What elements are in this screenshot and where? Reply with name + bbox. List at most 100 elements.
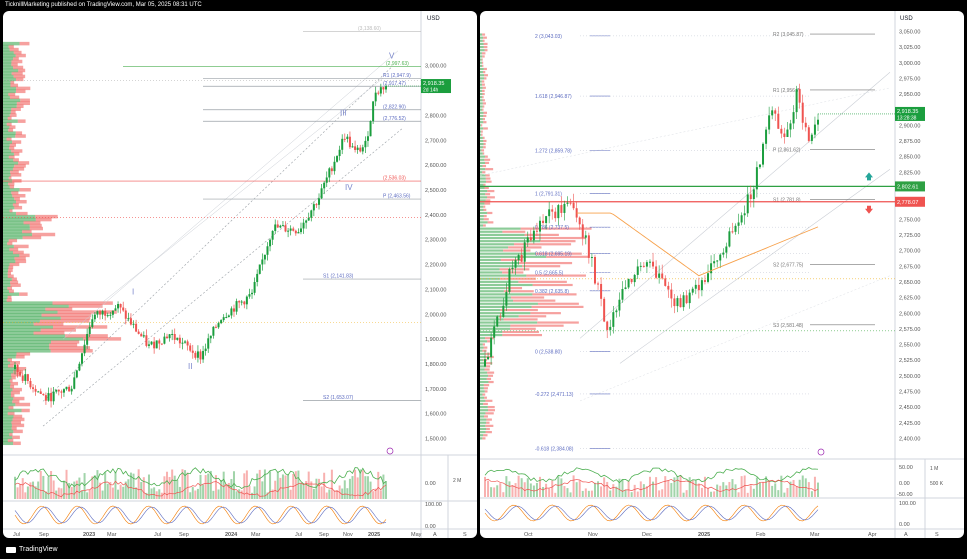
volume-bar: [685, 490, 688, 497]
x-tick-label: Nov: [588, 532, 598, 538]
y-tick-label: 2,400.00: [899, 436, 920, 442]
weekly-chart-panel[interactable]: USD3,000.002,900.002,800.002,700.002,600…: [3, 11, 477, 538]
volume-profile-bar: [480, 409, 489, 412]
volume-bar: [810, 491, 813, 497]
daily-chart[interactable]: USD 3,050.00 3,025.00 3,000.00 2,975.00 2,950…: [480, 11, 964, 538]
volume-profile-bar: [480, 415, 484, 418]
candle-body: [220, 320, 223, 324]
stoch-k-line: [484, 504, 819, 522]
candle-body: [364, 140, 367, 148]
volume-profile-bar: [480, 39, 483, 42]
volume-bar: [746, 492, 749, 497]
volume-bar: [62, 480, 65, 499]
volume-profile-bar: [482, 99, 485, 102]
volume-profile-bar: [510, 324, 564, 327]
volume-profile-bar: [16, 352, 31, 356]
volume-profile-bar: [14, 164, 26, 168]
volume-bar: [609, 490, 612, 497]
volume-profile-bar: [3, 220, 24, 225]
volume-profile-bar: [480, 80, 482, 83]
resistance-tag: [895, 181, 925, 192]
volume-profile-bar: [10, 390, 20, 395]
volume-tick: 500 K: [930, 481, 944, 487]
volume-profile-bar: [3, 250, 13, 255]
level-label: R1 (2,947.9): [383, 73, 411, 79]
volume-bar: [238, 489, 241, 499]
daily-chart-panel[interactable]: USD 3,050.00 3,025.00 3,000.00 2,975.00 2,950…: [480, 11, 964, 538]
volume-profile-bar: [11, 277, 17, 281]
volume-profile-bar: [480, 114, 484, 118]
volume-bar: [336, 490, 339, 499]
volume-profile-bar: [3, 259, 16, 264]
candle-body: [795, 89, 798, 113]
volume-bar: [29, 482, 32, 499]
volume-bar: [752, 488, 755, 497]
volume-bar: [289, 489, 292, 499]
volume-profile-bar: [3, 50, 14, 55]
volume-profile-bar: [3, 44, 9, 49]
volume-profile-bar: [3, 268, 9, 273]
volume-profile-bar: [484, 49, 488, 52]
volume-profile-bar: [503, 290, 534, 293]
volume-profile-bar: [3, 361, 11, 365]
y-tick-label: 2,000.00: [425, 312, 446, 318]
candle-body: [361, 147, 364, 152]
volume-bar: [34, 486, 37, 499]
volume-profile-bar: [481, 149, 485, 152]
candle-body: [777, 113, 780, 129]
volume-profile-bar: [480, 224, 484, 227]
volume-profile-bar: [509, 327, 536, 330]
volume-bar: [636, 491, 639, 497]
volume-profile-bar: [7, 116, 12, 120]
volume-bar: [560, 478, 563, 497]
volume-profile-bar: [3, 98, 21, 103]
volume-profile-bar: [483, 67, 487, 71]
volume-bar: [80, 490, 83, 499]
volume-bar: [328, 489, 331, 499]
candle-body: [279, 225, 282, 228]
volume-bar: [26, 486, 29, 499]
volume-bar: [511, 485, 514, 497]
candle-body: [688, 292, 691, 304]
volume-profile-bar: [20, 98, 30, 103]
volume-profile-bar: [484, 396, 487, 399]
volume-profile-bar: [483, 36, 487, 39]
volume-bar: [771, 485, 774, 497]
volume-bar: [377, 471, 380, 499]
dividend-marker-icon[interactable]: [817, 448, 825, 456]
volume-bar: [697, 483, 700, 497]
volume-profile-bar: [39, 319, 90, 323]
y-tick-label: 2,500.00: [425, 188, 446, 194]
candle-body: [734, 225, 737, 232]
x-tick-label: Oct: [524, 532, 533, 538]
weekly-chart[interactable]: USD3,000.002,900.002,800.002,700.002,600…: [3, 11, 477, 538]
dividend-marker-icon[interactable]: [386, 447, 394, 455]
volume-profile-bar: [51, 340, 80, 344]
volume-bar: [493, 487, 496, 497]
trend-channel-line: [579, 275, 891, 402]
stoch-d-line: [484, 505, 819, 521]
volume-bar: [505, 476, 508, 497]
candle-body: [685, 295, 688, 304]
candle-body: [529, 237, 532, 241]
candle-body: [142, 335, 145, 337]
candle-body: [274, 224, 277, 231]
volume-profile-bar: [483, 45, 488, 49]
volume-profile-bar: [480, 330, 503, 334]
candle-body: [587, 235, 590, 258]
volume-profile-bar: [480, 52, 482, 55]
candle-body: [315, 204, 318, 206]
volume-profile-bar: [480, 205, 484, 208]
volume-profile-bar: [480, 302, 538, 305]
candle-body: [276, 224, 279, 228]
volume-bar: [243, 473, 246, 499]
volume-profile-bar: [9, 378, 13, 383]
candle-body: [80, 353, 83, 364]
volume-bar: [217, 489, 220, 499]
candle-body: [557, 205, 560, 219]
fib-label: 0.382 (2,635.8): [535, 289, 569, 295]
volume-bar: [16, 487, 19, 499]
volume-profile-bar: [480, 174, 486, 177]
volume-profile-bar: [8, 176, 12, 180]
volume-bar: [633, 484, 636, 497]
